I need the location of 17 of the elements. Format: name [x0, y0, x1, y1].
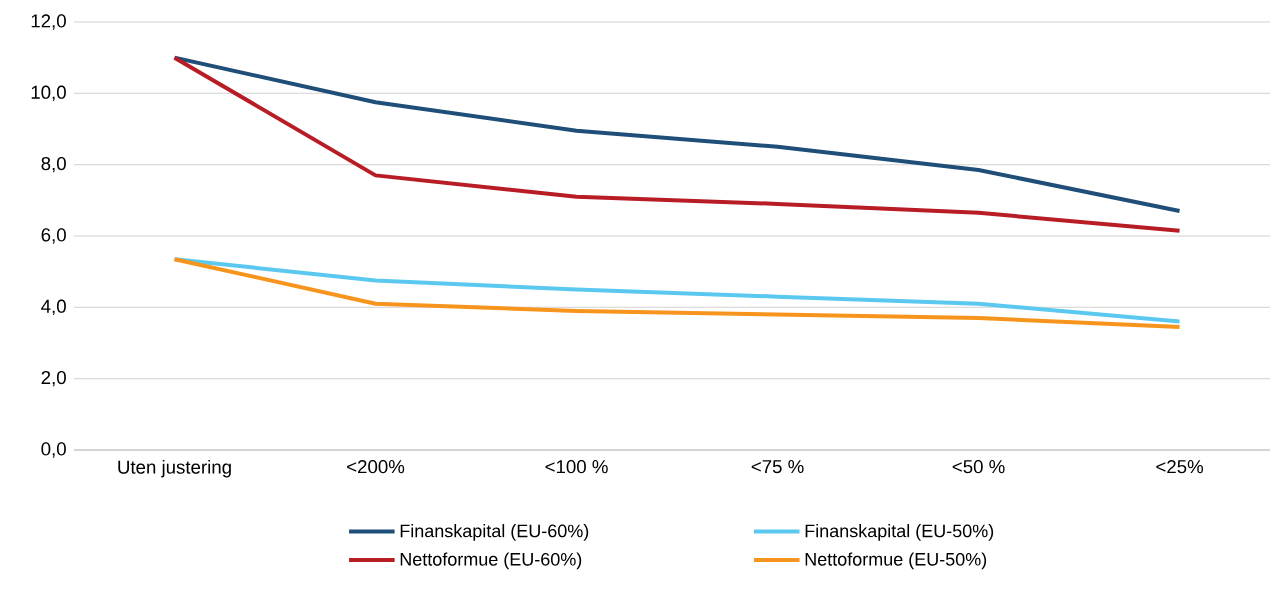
x-tick-label: <75 %	[751, 460, 804, 474]
y-tick-label: 12,0	[31, 14, 66, 30]
legend-label: Nettoformue (EU-50%)	[805, 552, 987, 570]
x-tick-label: <50 %	[952, 460, 1005, 474]
x-tick-label: <25%	[1156, 460, 1204, 474]
y-tick-label: 8,0	[41, 156, 66, 173]
legend-label: Nettoformue (EU-60%)	[400, 552, 582, 570]
legend-label: Finanskapital (EU-60%)	[400, 524, 589, 541]
y-tick-label: 2,0	[41, 370, 66, 387]
y-tick-label: 0,0	[41, 442, 66, 458]
y-tick-label: 6,0	[41, 228, 66, 244]
y-tick-label: 4,0	[41, 299, 66, 316]
x-tick-label: <200%	[347, 460, 405, 474]
legend-label: Finanskapital (EU-50%)	[805, 524, 994, 541]
y-tick-label: 10,0	[31, 85, 66, 102]
x-tick-label: <100 %	[545, 460, 608, 474]
x-tick-label: Uten justering	[118, 460, 231, 478]
